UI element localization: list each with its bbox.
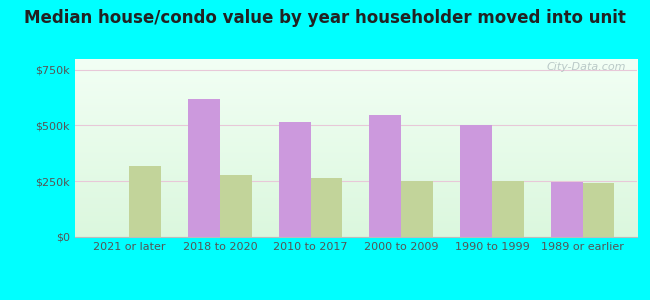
- Bar: [492, 181, 524, 237]
- Bar: [460, 125, 492, 237]
- Bar: [279, 122, 311, 237]
- Bar: [220, 175, 252, 237]
- Bar: [129, 166, 161, 237]
- Bar: [311, 178, 343, 237]
- Bar: [551, 182, 582, 237]
- Bar: [369, 116, 401, 237]
- Text: City-Data.com: City-Data.com: [546, 62, 626, 72]
- Bar: [401, 181, 433, 237]
- Bar: [188, 99, 220, 237]
- Text: Median house/condo value by year householder moved into unit: Median house/condo value by year househo…: [24, 9, 626, 27]
- Bar: [582, 183, 614, 237]
